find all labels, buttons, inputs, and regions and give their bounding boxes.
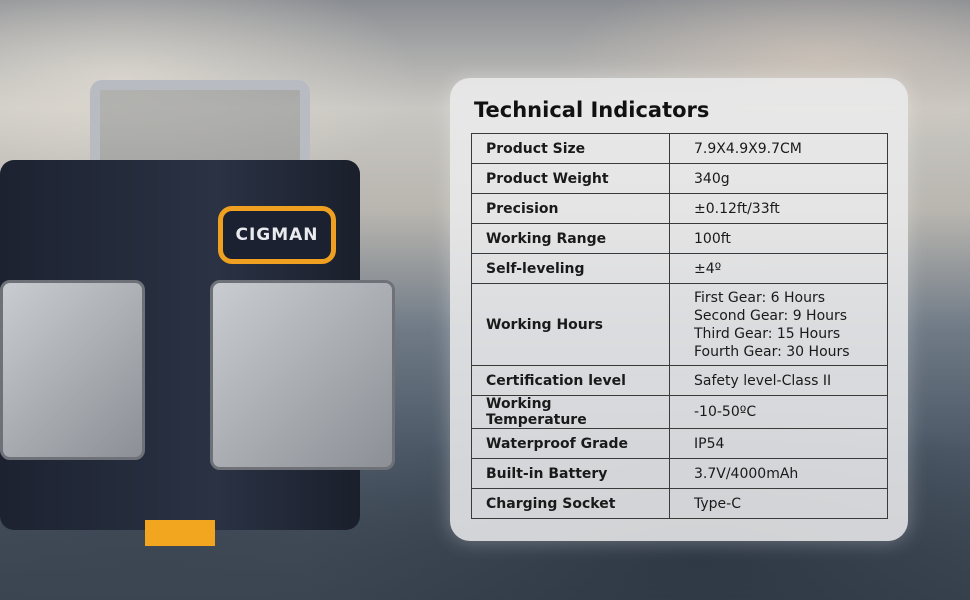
spec-value: Type-C [669, 488, 888, 519]
spec-label: Charging Socket [471, 488, 670, 519]
spec-label: Built-in Battery [471, 458, 670, 489]
spec-label: Product Weight [471, 163, 670, 194]
spec-row: Working Range 100ft [471, 223, 888, 254]
spec-row: Self-leveling ±4º [471, 253, 888, 284]
spec-value: 100ft [669, 223, 888, 254]
spec-row: Certification level Safety level-Class II [471, 365, 888, 396]
spec-row: Product Size 7.9X4.9X9.7CM [471, 133, 888, 164]
spec-row: Product Weight 340g [471, 163, 888, 194]
spec-value-line: First Gear: 6 Hours [694, 289, 826, 306]
spec-row: Charging Socket Type-C [471, 488, 888, 519]
spec-value: ±0.12ft/33ft [669, 193, 888, 224]
spec-value: 7.9X4.9X9.7CM [669, 133, 888, 164]
spec-row: Waterproof Grade IP54 [471, 428, 888, 459]
spec-label: Working Range [471, 223, 670, 254]
spec-row: Built-in Battery 3.7V/4000mAh [471, 458, 888, 489]
spec-value: -10-50ºC [669, 395, 888, 429]
spec-value-line: Second Gear: 9 Hours [694, 307, 848, 324]
spec-label: Product Size [471, 133, 670, 164]
spec-label: Self-leveling [471, 253, 670, 284]
device-handle [90, 80, 310, 160]
spec-value: 3.7V/4000mAh [669, 458, 888, 489]
laser-window-left [0, 280, 145, 460]
spec-value: ±4º [669, 253, 888, 284]
spec-value-line: Fourth Gear: 30 Hours [694, 343, 850, 360]
spec-table: Product Size 7.9X4.9X9.7CM Product Weight 3… [471, 133, 888, 519]
spec-value: IP54 [669, 428, 888, 459]
spec-label: Working Hours [471, 283, 670, 366]
spec-label: Precision [471, 193, 670, 224]
laser-level-product-image: CIGMAN [0, 80, 395, 546]
spec-value: Safety level-Class II [669, 365, 888, 396]
spec-row: Working Hours First Gear: 6 Hours Second G… [471, 283, 888, 366]
spec-row: Precision ±0.12ft/33ft [471, 193, 888, 224]
panel-title: Technical Indicators [474, 98, 710, 122]
orange-stripe [145, 520, 215, 546]
spec-label: Working Temperature [471, 395, 670, 429]
spec-value: First Gear: 6 Hours Second Gear: 9 Hours T… [669, 283, 888, 366]
laser-window-front [210, 280, 395, 470]
spec-label: Waterproof Grade [471, 428, 670, 459]
spec-row: Working Temperature -10-50ºC [471, 395, 888, 429]
spec-value: 340g [669, 163, 888, 194]
spec-value-line: Third Gear: 15 Hours [694, 325, 841, 342]
brand-logo: CIGMAN [218, 206, 336, 264]
spec-label: Certification level [471, 365, 670, 396]
